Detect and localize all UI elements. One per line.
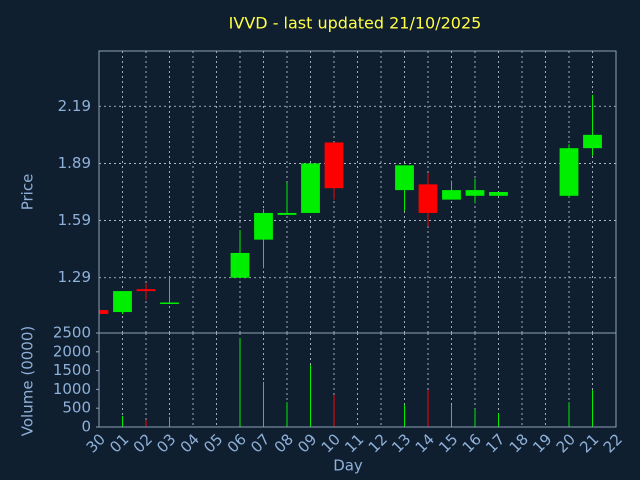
x-tick-label: 06 xyxy=(224,430,250,456)
volume-bar xyxy=(474,408,476,427)
x-tick-label: 12 xyxy=(365,430,391,456)
volume-bar xyxy=(333,395,335,427)
y-tick-label: 1500 xyxy=(53,361,91,379)
volume-bar xyxy=(427,390,429,427)
candle-body xyxy=(230,252,250,278)
candle-body xyxy=(442,190,461,200)
x-tick-label: 18 xyxy=(506,430,532,456)
y-axis-label: Volume (0000) xyxy=(19,326,37,436)
volume-bar xyxy=(239,337,241,427)
x-tick-label: 11 xyxy=(341,430,367,456)
y-tick-label: 0 xyxy=(81,418,91,436)
volume-bar xyxy=(592,390,593,427)
candle-body xyxy=(559,148,579,196)
x-tick-label: 03 xyxy=(153,430,179,456)
y-tick-label: 2.19 xyxy=(58,97,91,115)
volume-bar xyxy=(122,416,123,427)
candle-body xyxy=(254,212,273,240)
volume-bar xyxy=(498,413,499,427)
chart-title: IVVD - last updated 21/10/2025 xyxy=(229,14,482,33)
x-tick-label: 04 xyxy=(177,430,203,456)
candle-body xyxy=(465,190,485,196)
candle-body xyxy=(301,163,320,213)
candle-body xyxy=(395,165,414,191)
volume-bar xyxy=(404,404,405,427)
candle-body xyxy=(324,142,344,189)
x-tick-label: 15 xyxy=(435,430,461,456)
x-tick-label: 13 xyxy=(388,430,414,456)
x-tick-label: 17 xyxy=(482,430,508,456)
x-tick-label: 01 xyxy=(106,430,132,456)
candle-body xyxy=(99,310,109,314)
x-tick-label: 19 xyxy=(529,430,555,456)
x-tick-label: 20 xyxy=(553,430,579,456)
y-tick-label: 2000 xyxy=(53,342,91,360)
y-tick-label: 2500 xyxy=(53,324,91,342)
x-axis-label: Day xyxy=(333,457,363,475)
volume-plot xyxy=(99,333,616,427)
y-axis-label: Price xyxy=(19,174,37,211)
y-tick-label: 500 xyxy=(62,399,91,417)
y-tick-label: 1.89 xyxy=(58,154,91,172)
volume-bar xyxy=(568,402,570,427)
price-plot xyxy=(99,51,616,333)
y-tick-label: 1.59 xyxy=(58,211,91,229)
candle-body xyxy=(160,302,179,305)
x-tick-label: 07 xyxy=(247,430,273,456)
volume-bar xyxy=(263,381,264,427)
x-tick-label: 14 xyxy=(412,430,438,456)
candle-body xyxy=(136,289,156,292)
x-tick-label: 02 xyxy=(130,430,156,456)
candle-body xyxy=(277,212,297,215)
y-tick-label: 1.29 xyxy=(58,268,91,286)
candle-body xyxy=(418,184,438,213)
y-tick-label: 1000 xyxy=(53,380,91,398)
volume-bar xyxy=(145,419,147,427)
x-tick-label: 16 xyxy=(459,430,485,456)
volume-bar xyxy=(286,402,288,427)
volume-bar xyxy=(169,416,170,427)
x-tick-label: 08 xyxy=(271,430,297,456)
volume-bar xyxy=(451,404,452,427)
volume-bar xyxy=(310,364,311,427)
candle-body xyxy=(113,291,132,313)
volume-frame xyxy=(98,332,617,428)
x-tick-label: 21 xyxy=(576,430,602,456)
candle-body xyxy=(583,134,602,149)
x-tick-label: 10 xyxy=(318,430,344,456)
x-tick-label: 09 xyxy=(294,430,320,456)
x-tick-label: 22 xyxy=(600,430,626,456)
x-tick-label: 05 xyxy=(200,430,226,456)
candle-body xyxy=(489,192,508,196)
